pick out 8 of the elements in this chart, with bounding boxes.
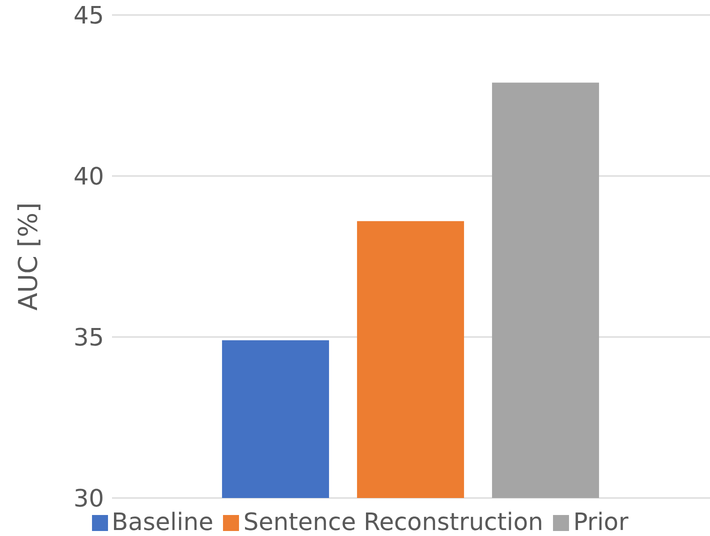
legend-label: Prior [573,508,628,536]
y-tick-label: 40 [73,162,104,191]
y-tick-label: 45 [73,2,104,30]
y-tick-label: 35 [73,324,104,352]
legend-label: Baseline [112,508,214,536]
y-tick-label: 30 [73,484,104,513]
y-axis-title: AUC [%] [14,202,44,311]
legend-label: Sentence Reconstruction [243,508,544,536]
